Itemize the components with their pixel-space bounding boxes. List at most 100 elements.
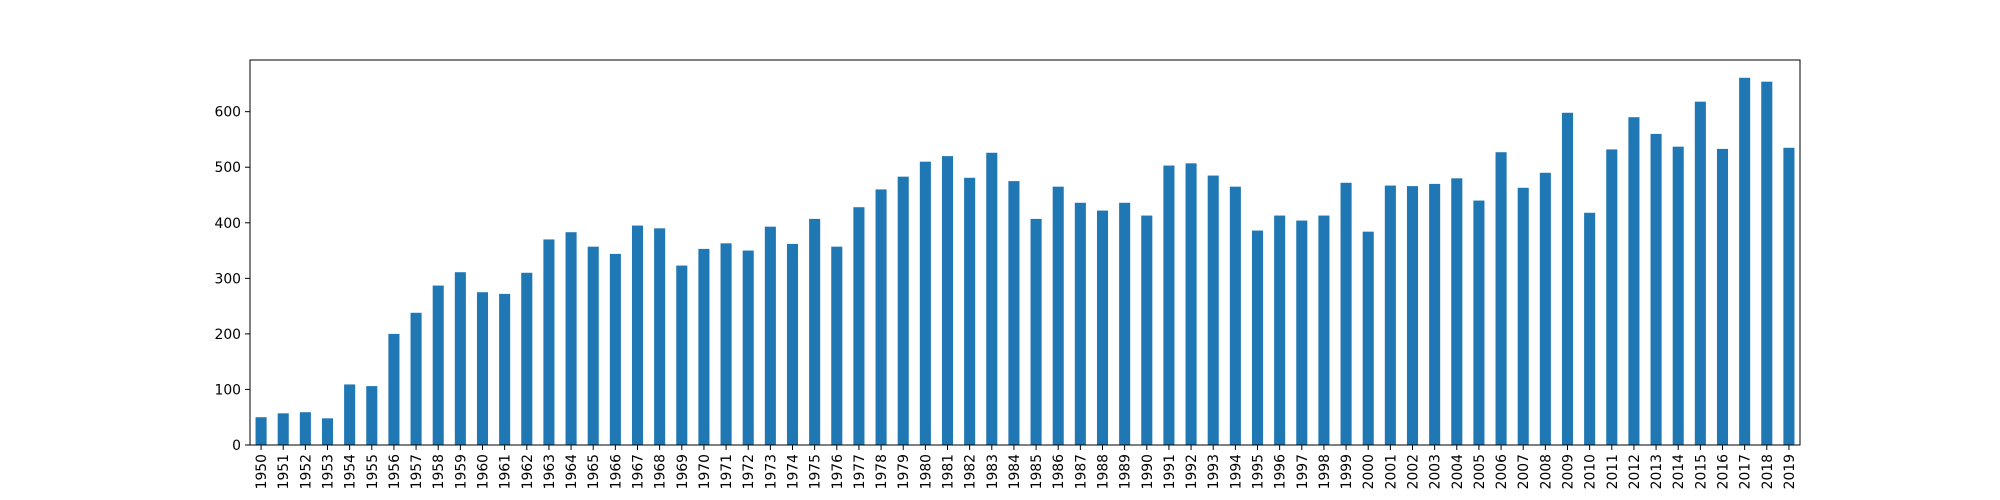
bar-2006 bbox=[1495, 152, 1507, 445]
x-tick-label: 1991 bbox=[1162, 454, 1178, 489]
x-tick-label: 1984 bbox=[1007, 454, 1023, 490]
x-tick-label: 2009 bbox=[1561, 454, 1577, 489]
x-tick-label: 1979 bbox=[896, 454, 912, 489]
bar-1993 bbox=[1207, 175, 1219, 445]
x-tick-label: 2007 bbox=[1516, 454, 1532, 489]
x-tick-label: 1995 bbox=[1251, 454, 1267, 489]
bar-1969 bbox=[676, 265, 688, 445]
x-tick-label: 1982 bbox=[963, 454, 979, 489]
x-tick-label: 1959 bbox=[453, 454, 469, 489]
y-axis: 0 100 200 300 400 500 600 bbox=[214, 105, 250, 454]
x-tick-label: 1957 bbox=[409, 454, 425, 489]
bar-1952 bbox=[299, 412, 311, 445]
bar-1995 bbox=[1251, 230, 1264, 445]
x-tick-label: 1962 bbox=[520, 454, 536, 489]
bar-1983 bbox=[986, 152, 998, 445]
bar-1977 bbox=[853, 207, 865, 445]
bar-1999 bbox=[1340, 182, 1352, 445]
x-tick-label: 1954 bbox=[343, 454, 359, 490]
x-tick-label: 1996 bbox=[1273, 454, 1289, 489]
x-tick-label: 1980 bbox=[918, 454, 934, 489]
bar-2005 bbox=[1473, 200, 1485, 445]
x-tick-label: 1997 bbox=[1295, 454, 1311, 489]
bar-1953 bbox=[321, 418, 334, 445]
bar-2018 bbox=[1761, 81, 1773, 446]
x-axis: 1950 1951 1952 1953 1954 1955 1956 1957 1958 1959… bbox=[254, 445, 1798, 489]
y-tick-label: 100 bbox=[214, 382, 241, 398]
bar-1961 bbox=[499, 293, 511, 445]
x-tick-label: 2016 bbox=[1716, 454, 1732, 489]
bar-1957 bbox=[410, 312, 422, 445]
x-tick-label: 1953 bbox=[321, 454, 337, 489]
bar-1964 bbox=[565, 232, 577, 445]
x-tick-label: 1985 bbox=[1029, 454, 1045, 489]
x-tick-label: 1972 bbox=[741, 454, 757, 489]
bar-1963 bbox=[543, 239, 555, 445]
bar-2004 bbox=[1451, 178, 1463, 445]
x-tick-label: 1964 bbox=[564, 454, 580, 490]
bar-1974 bbox=[786, 243, 799, 445]
x-tick-label: 2005 bbox=[1472, 454, 1488, 489]
x-tick-label: 2004 bbox=[1450, 454, 1466, 490]
x-tick-label: 2000 bbox=[1361, 454, 1377, 489]
bar-2012 bbox=[1628, 117, 1640, 445]
bar-1967 bbox=[631, 225, 644, 445]
bar-1959 bbox=[454, 272, 466, 445]
bar-1966 bbox=[609, 253, 621, 445]
bar-1972 bbox=[742, 250, 754, 445]
x-tick-label: 1970 bbox=[697, 454, 713, 489]
bar-1965 bbox=[587, 246, 599, 445]
bar-2001 bbox=[1384, 185, 1396, 445]
x-tick-label: 1951 bbox=[276, 454, 292, 489]
x-tick-label: 1971 bbox=[719, 454, 735, 489]
x-tick-label: 1967 bbox=[631, 454, 647, 489]
bar-1992 bbox=[1185, 163, 1197, 445]
bar-1981 bbox=[941, 156, 954, 446]
bar-1984 bbox=[1008, 181, 1020, 446]
bar-1970 bbox=[698, 248, 710, 445]
x-tick-label: 2011 bbox=[1605, 454, 1621, 489]
bar-1955 bbox=[366, 386, 378, 445]
x-tick-label: 2017 bbox=[1738, 454, 1754, 489]
bar-2013 bbox=[1650, 133, 1662, 445]
bar-1985 bbox=[1030, 218, 1042, 445]
x-tick-label: 1975 bbox=[808, 454, 824, 489]
bar-1954 bbox=[344, 384, 356, 445]
x-tick-label: 2003 bbox=[1428, 454, 1444, 489]
bar-1989 bbox=[1119, 202, 1131, 445]
bar-1960 bbox=[476, 292, 489, 445]
x-tick-label: 1994 bbox=[1228, 454, 1244, 490]
bar-1994 bbox=[1229, 186, 1241, 446]
bar-2019 bbox=[1783, 147, 1795, 445]
x-tick-label: 1973 bbox=[763, 454, 779, 489]
bar-2008 bbox=[1539, 172, 1551, 445]
x-tick-label: 1978 bbox=[874, 454, 890, 489]
x-tick-label: 1983 bbox=[985, 454, 1001, 489]
y-tick-label: 400 bbox=[214, 216, 241, 232]
x-tick-label: 1989 bbox=[1118, 454, 1134, 489]
y-tick-label: 0 bbox=[232, 438, 241, 454]
y-tick-label: 600 bbox=[214, 105, 241, 121]
x-tick-label: 2013 bbox=[1649, 454, 1665, 489]
x-tick-label: 2015 bbox=[1693, 454, 1709, 489]
bar-1951 bbox=[277, 413, 289, 445]
x-tick-label: 2001 bbox=[1383, 454, 1399, 489]
bar-2015 bbox=[1694, 101, 1706, 446]
plot-frame bbox=[249, 59, 1801, 446]
bar-1973 bbox=[764, 226, 776, 445]
y-tick-label: 300 bbox=[214, 271, 241, 287]
bar-1950 bbox=[255, 417, 267, 445]
bar-2011 bbox=[1606, 149, 1618, 445]
bar-1958 bbox=[432, 285, 444, 445]
bar-1962 bbox=[521, 272, 533, 445]
bar-2009 bbox=[1561, 112, 1574, 445]
bar-2014 bbox=[1672, 146, 1684, 446]
x-tick-label: 2019 bbox=[1782, 454, 1798, 489]
bar-1971 bbox=[720, 243, 732, 445]
bar-1998 bbox=[1318, 215, 1330, 445]
x-tick-label: 2006 bbox=[1494, 454, 1510, 489]
x-tick-label: 1969 bbox=[675, 454, 691, 489]
x-tick-label: 1960 bbox=[476, 454, 492, 489]
